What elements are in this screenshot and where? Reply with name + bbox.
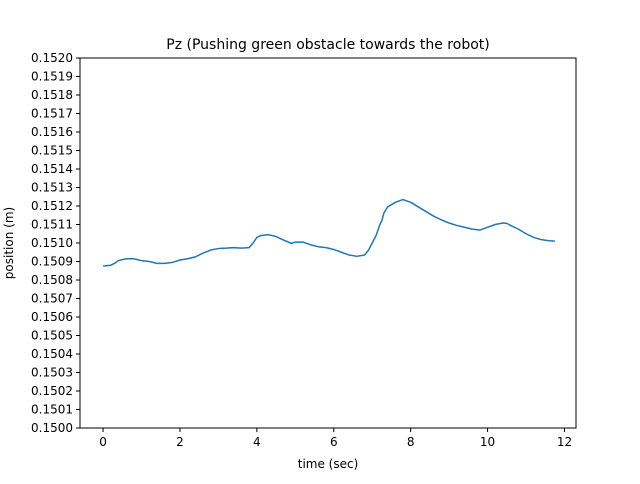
x-tick-label: 8 — [407, 435, 415, 449]
y-tick-label: 0.1510 — [31, 236, 73, 250]
y-tick-label: 0.1501 — [31, 403, 73, 417]
y-tick-label: 0.1505 — [31, 329, 73, 343]
y-axis-ticks: 0.1500 0.1501 0.1502 0.1503 0.1504 0.1505 0.15… — [31, 51, 80, 435]
plot-frame — [79, 57, 577, 429]
y-tick-label: 0.1512 — [31, 199, 73, 213]
y-tick-label: 0.1500 — [31, 421, 73, 435]
y-tick-label: 0.1508 — [31, 273, 73, 287]
y-tick-label: 0.1509 — [31, 255, 73, 269]
y-tick-label: 0.1513 — [31, 181, 73, 195]
y-tick-label: 0.1516 — [31, 125, 73, 139]
y-tick-label: 0.1507 — [31, 292, 73, 306]
x-tick-label: 6 — [330, 435, 338, 449]
chart-title: Pz (Pushing green obstacle towards the r… — [166, 37, 489, 53]
y-tick-label: 0.1504 — [31, 347, 73, 361]
y-tick-label: 0.1511 — [31, 218, 73, 232]
y-tick-label: 0.1514 — [31, 162, 73, 176]
y-tick-label: 0.1503 — [31, 366, 73, 380]
x-tick-label: 0 — [99, 435, 107, 449]
y-tick-label: 0.1502 — [31, 384, 73, 398]
y-tick-label: 0.1518 — [31, 88, 73, 102]
x-axis-ticks: 0 2 4 6 8 10 12 — [99, 428, 572, 449]
y-tick-label: 0.1515 — [31, 144, 73, 158]
x-tick-label: 4 — [253, 435, 261, 449]
x-axis-label: time (sec) — [298, 457, 359, 471]
x-tick-label: 2 — [176, 435, 184, 449]
y-tick-label: 0.1519 — [31, 70, 73, 84]
y-tick-label: 0.1517 — [31, 107, 73, 121]
x-tick-label: 10 — [480, 435, 495, 449]
y-tick-label: 0.1520 — [31, 51, 73, 65]
y-axis-label: position (m) — [2, 207, 16, 279]
y-tick-label: 0.1506 — [31, 310, 73, 324]
series-layer — [102, 198, 555, 267]
x-tick-label: 12 — [557, 435, 572, 449]
series-line — [102, 198, 555, 267]
